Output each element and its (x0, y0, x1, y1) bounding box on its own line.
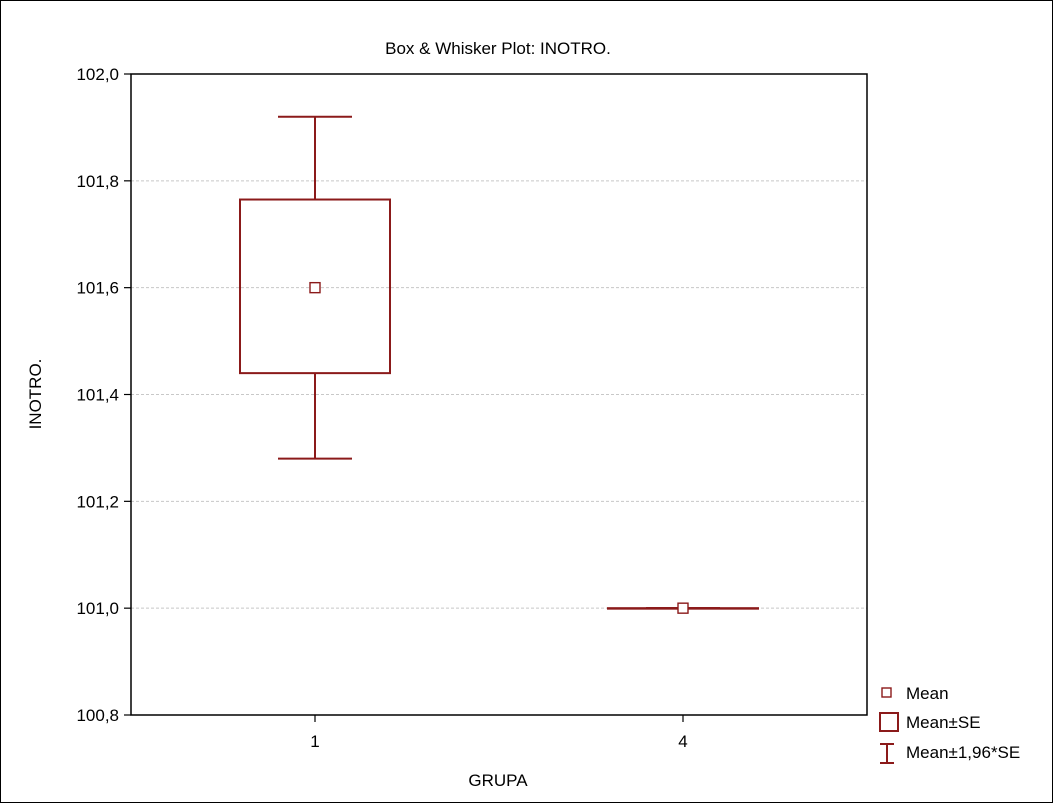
series-boxes (239, 115, 759, 614)
x-tick-label: 1 (310, 732, 319, 751)
chart-title: Box & Whisker Plot: INOTRO. (385, 39, 611, 58)
legend-label-mean: Mean (906, 684, 949, 703)
legend-box-marker (879, 712, 899, 732)
box-group-1 (239, 115, 391, 460)
y-tick-label: 102,0 (76, 65, 119, 84)
y-tick-label: 101,4 (76, 386, 119, 405)
legend-item-ci: Mean±1,96*SE (880, 743, 1020, 764)
y-axis: 100,8 101,0 101,2 101,4 101,6 101,8 102,0 (76, 65, 131, 725)
y-tick-label: 101,6 (76, 279, 119, 298)
legend-label-ci: Mean±1,96*SE (906, 743, 1020, 762)
mean-marker (309, 281, 321, 294)
legend-item-mean: Mean (881, 684, 949, 703)
legend-mean-marker (881, 687, 892, 698)
y-tick-label: 101,2 (76, 492, 119, 511)
se-box (239, 198, 391, 375)
legend-label-se: Mean±SE (906, 713, 981, 732)
y-tick-label: 101,8 (76, 172, 119, 191)
legend-item-se: Mean±SE (879, 712, 981, 732)
x-tick-label: 4 (678, 732, 687, 751)
y-tick-label: 100,8 (76, 706, 119, 725)
gridlines (131, 180, 867, 609)
y-tick-label: 101,0 (76, 599, 119, 618)
box-group-4 (607, 602, 759, 614)
x-axis-title: GRUPA (468, 771, 528, 790)
legend: Mean Mean±SE Mean±1,96*SE (879, 684, 1020, 764)
mean-marker (677, 602, 689, 614)
y-axis-title: INOTRO. (26, 359, 45, 430)
